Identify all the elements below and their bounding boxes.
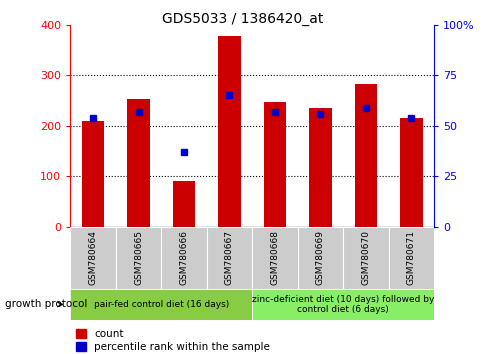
Bar [354, 84, 377, 227]
Bar [81, 121, 104, 227]
Bar [308, 108, 331, 227]
Text: GDS5033 / 1386420_at: GDS5033 / 1386420_at [162, 12, 322, 27]
Text: GSM780664: GSM780664 [89, 230, 97, 285]
Text: GSM780669: GSM780669 [315, 230, 324, 285]
Bar [388, 227, 433, 289]
Bar [172, 181, 195, 227]
Bar [252, 227, 297, 289]
Bar [297, 227, 342, 289]
Bar [263, 102, 286, 227]
Bar [70, 227, 116, 289]
Bar [161, 227, 206, 289]
Bar [342, 227, 388, 289]
Bar [127, 99, 150, 227]
Bar [206, 227, 252, 289]
Text: zinc-deficient diet (10 days) followed by
control diet (6 days): zinc-deficient diet (10 days) followed b… [251, 295, 434, 314]
Bar [218, 36, 241, 227]
Text: GSM780670: GSM780670 [361, 230, 370, 285]
Text: pair-fed control diet (16 days): pair-fed control diet (16 days) [93, 300, 228, 309]
Bar [70, 289, 252, 320]
Bar [116, 227, 161, 289]
Text: GSM780668: GSM780668 [270, 230, 279, 285]
Text: GSM780666: GSM780666 [179, 230, 188, 285]
Text: GSM780671: GSM780671 [406, 230, 415, 285]
Legend: count, percentile rank within the sample: count, percentile rank within the sample [76, 329, 270, 352]
Text: GSM780667: GSM780667 [225, 230, 233, 285]
Bar [399, 118, 422, 227]
Text: GSM780665: GSM780665 [134, 230, 143, 285]
Text: growth protocol: growth protocol [5, 299, 87, 309]
Bar [252, 289, 433, 320]
